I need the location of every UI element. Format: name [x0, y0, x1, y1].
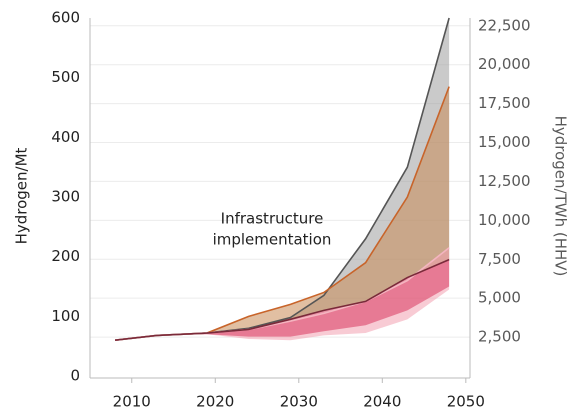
x-tick-label: 2030: [280, 393, 318, 411]
y-axis-title: Hydrogen/Mt: [13, 147, 31, 244]
y2-tick-label: 2,500: [478, 328, 521, 346]
y2-tick-label: 5,000: [478, 289, 521, 307]
band-area: [115, 86, 450, 341]
x-tick-label: 2040: [363, 393, 401, 411]
annotation: implementation: [213, 231, 332, 249]
y-tick-label: 0: [70, 367, 80, 385]
y-tick-label: 200: [51, 247, 80, 265]
y-tick-label: 100: [51, 307, 80, 325]
annotation: Infrastructure: [221, 210, 324, 228]
band-area: [115, 259, 450, 341]
y2-axis-title: Hydrogen/TWh (HHV): [552, 116, 570, 277]
x-tick-label: 2020: [196, 393, 234, 411]
y-tick-label: 400: [51, 128, 80, 146]
y2-tick-label: 17,500: [478, 94, 531, 112]
y2-tick-label: 22,500: [478, 16, 531, 34]
y2-tick-label: 10,000: [478, 211, 531, 229]
y-tick-label: 600: [51, 9, 80, 27]
band-upper-line: [114, 258, 450, 341]
y2-tick-label: 20,000: [478, 55, 531, 73]
y-tick-label: 300: [51, 188, 80, 206]
y-tick-label: 500: [51, 68, 80, 86]
x-tick-label: 2050: [447, 393, 485, 411]
x-tick-label: 2010: [113, 393, 151, 411]
y2-tick-label: 12,500: [478, 172, 531, 190]
y2-tick-label: 7,500: [478, 250, 521, 268]
y2-tick-label: 15,000: [478, 133, 531, 151]
band-area: [115, 18, 450, 341]
